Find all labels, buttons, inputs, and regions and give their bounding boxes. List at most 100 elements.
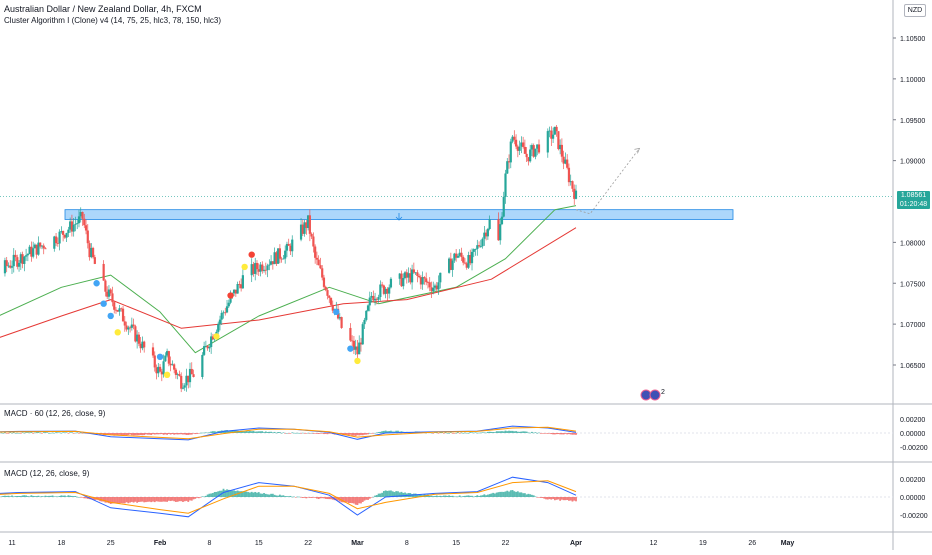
macd-histogram-bar [430, 432, 433, 434]
macd-histogram-bar [495, 431, 498, 433]
macd-histogram-bar [464, 495, 466, 497]
time-tick-label: 18 [57, 540, 65, 547]
candle-body [77, 216, 81, 224]
macd-histogram-bar [328, 433, 331, 434]
macd-histogram-bar [568, 433, 570, 435]
macd-histogram-bar [353, 433, 355, 436]
macd-histogram-bar [141, 433, 144, 436]
macd-histogram-bar [538, 432, 540, 434]
macd-histogram-bar [531, 494, 533, 497]
candle-layer [3, 125, 578, 393]
macd-histogram-bar [279, 432, 281, 433]
candle-body [109, 289, 112, 294]
macd-histogram-bar [157, 433, 160, 435]
macd-histogram-bar [240, 491, 243, 497]
macd-histogram-bar [257, 492, 260, 497]
macd-histogram-bar [155, 433, 158, 435]
macd-histogram-bar [37, 432, 40, 433]
macd-histogram-bar [215, 431, 218, 433]
candle-body [255, 262, 259, 270]
candle-body [164, 355, 167, 362]
macd-histogram-bar [284, 496, 287, 497]
macd-histogram-bar [449, 432, 452, 433]
macd-histogram-bar [159, 433, 161, 435]
macd-histogram-bar [360, 433, 362, 436]
candle-body [113, 302, 116, 310]
macd-histogram-bar [402, 492, 405, 497]
macd-histogram-bar [127, 497, 130, 504]
macd-histogram-bar [525, 431, 528, 433]
macd-histogram-bar [2, 432, 5, 434]
macd-histogram-bar [136, 497, 139, 503]
macd-histogram-bar [277, 432, 280, 433]
macd-histogram-bar [213, 431, 216, 433]
macd-histogram-bar [49, 432, 52, 434]
candle-body [21, 254, 24, 264]
candle-body [428, 282, 431, 288]
macd-histogram-bar [25, 495, 27, 497]
currency-badge[interactable]: NZD [904, 4, 926, 17]
time-tick-label: 8 [207, 540, 211, 547]
macd-histogram-bar [213, 492, 216, 497]
candle-body [210, 336, 213, 347]
candle-body [151, 347, 155, 356]
macd-histogram-bar [488, 494, 491, 497]
candle-body [308, 215, 311, 234]
candle-body [206, 345, 209, 349]
candle-body [416, 272, 419, 276]
macd-histogram-bar [562, 433, 565, 435]
macd-histogram-bar [187, 433, 190, 435]
macd-histogram-bar [488, 431, 491, 433]
time-tick-label: 26 [748, 540, 756, 547]
macd-histogram-bar [337, 497, 339, 501]
signal-dot-blue [347, 345, 354, 352]
candle-body [60, 231, 63, 232]
macd-tick-label: 0.00200 [900, 417, 925, 424]
macd-histogram-bar [182, 433, 184, 435]
macd-histogram-bar [175, 497, 177, 502]
candle-body [435, 285, 438, 290]
macd-histogram-bar [197, 497, 200, 499]
candle-body [141, 341, 144, 349]
candle-body [449, 258, 452, 270]
candle-body [529, 149, 532, 162]
candle-body [559, 144, 562, 150]
macd-histogram-bar [319, 497, 322, 499]
macd-histogram-bar [435, 495, 438, 497]
candle-body [74, 223, 77, 225]
macd-histogram-bar [130, 497, 133, 502]
macd-histogram-bar [254, 491, 257, 497]
macd-histogram-bar [69, 432, 72, 433]
candle-body [403, 272, 407, 278]
macd-histogram-bar [120, 497, 123, 504]
candle-body [472, 249, 475, 252]
macd-histogram-bar [534, 496, 537, 498]
candle-body [241, 275, 244, 289]
macd-histogram-bar [35, 432, 38, 433]
macd-histogram-bar [529, 432, 532, 434]
candle-body [121, 308, 125, 322]
macd-histogram-bar [41, 433, 43, 434]
macd-histogram-bar [14, 432, 17, 434]
macd-histogram-bar [518, 492, 521, 497]
emoji-reaction[interactable]: 2 [640, 388, 668, 402]
macd-histogram-bar [294, 432, 297, 434]
macd-histogram-bar [25, 432, 27, 433]
macd-histogram-bar [201, 496, 204, 497]
macd-histogram-bar [287, 496, 290, 497]
macd-histogram-bar [30, 495, 33, 497]
candle-body [132, 324, 135, 327]
macd-histogram-bar [90, 497, 93, 500]
candle-body [106, 291, 109, 297]
macd-histogram-bar [439, 432, 442, 433]
moving-average-slow [0, 227, 577, 338]
candle-body [130, 324, 133, 328]
candle-body [331, 304, 334, 311]
emoji-icon: 2 [640, 389, 665, 401]
macd-histogram-bar [257, 431, 260, 433]
macd-histogram-bar [381, 431, 384, 433]
price-tick-label: 1.09500 [900, 118, 925, 125]
macd-histogram-bar [58, 496, 61, 497]
macd-histogram-bar [435, 432, 438, 434]
